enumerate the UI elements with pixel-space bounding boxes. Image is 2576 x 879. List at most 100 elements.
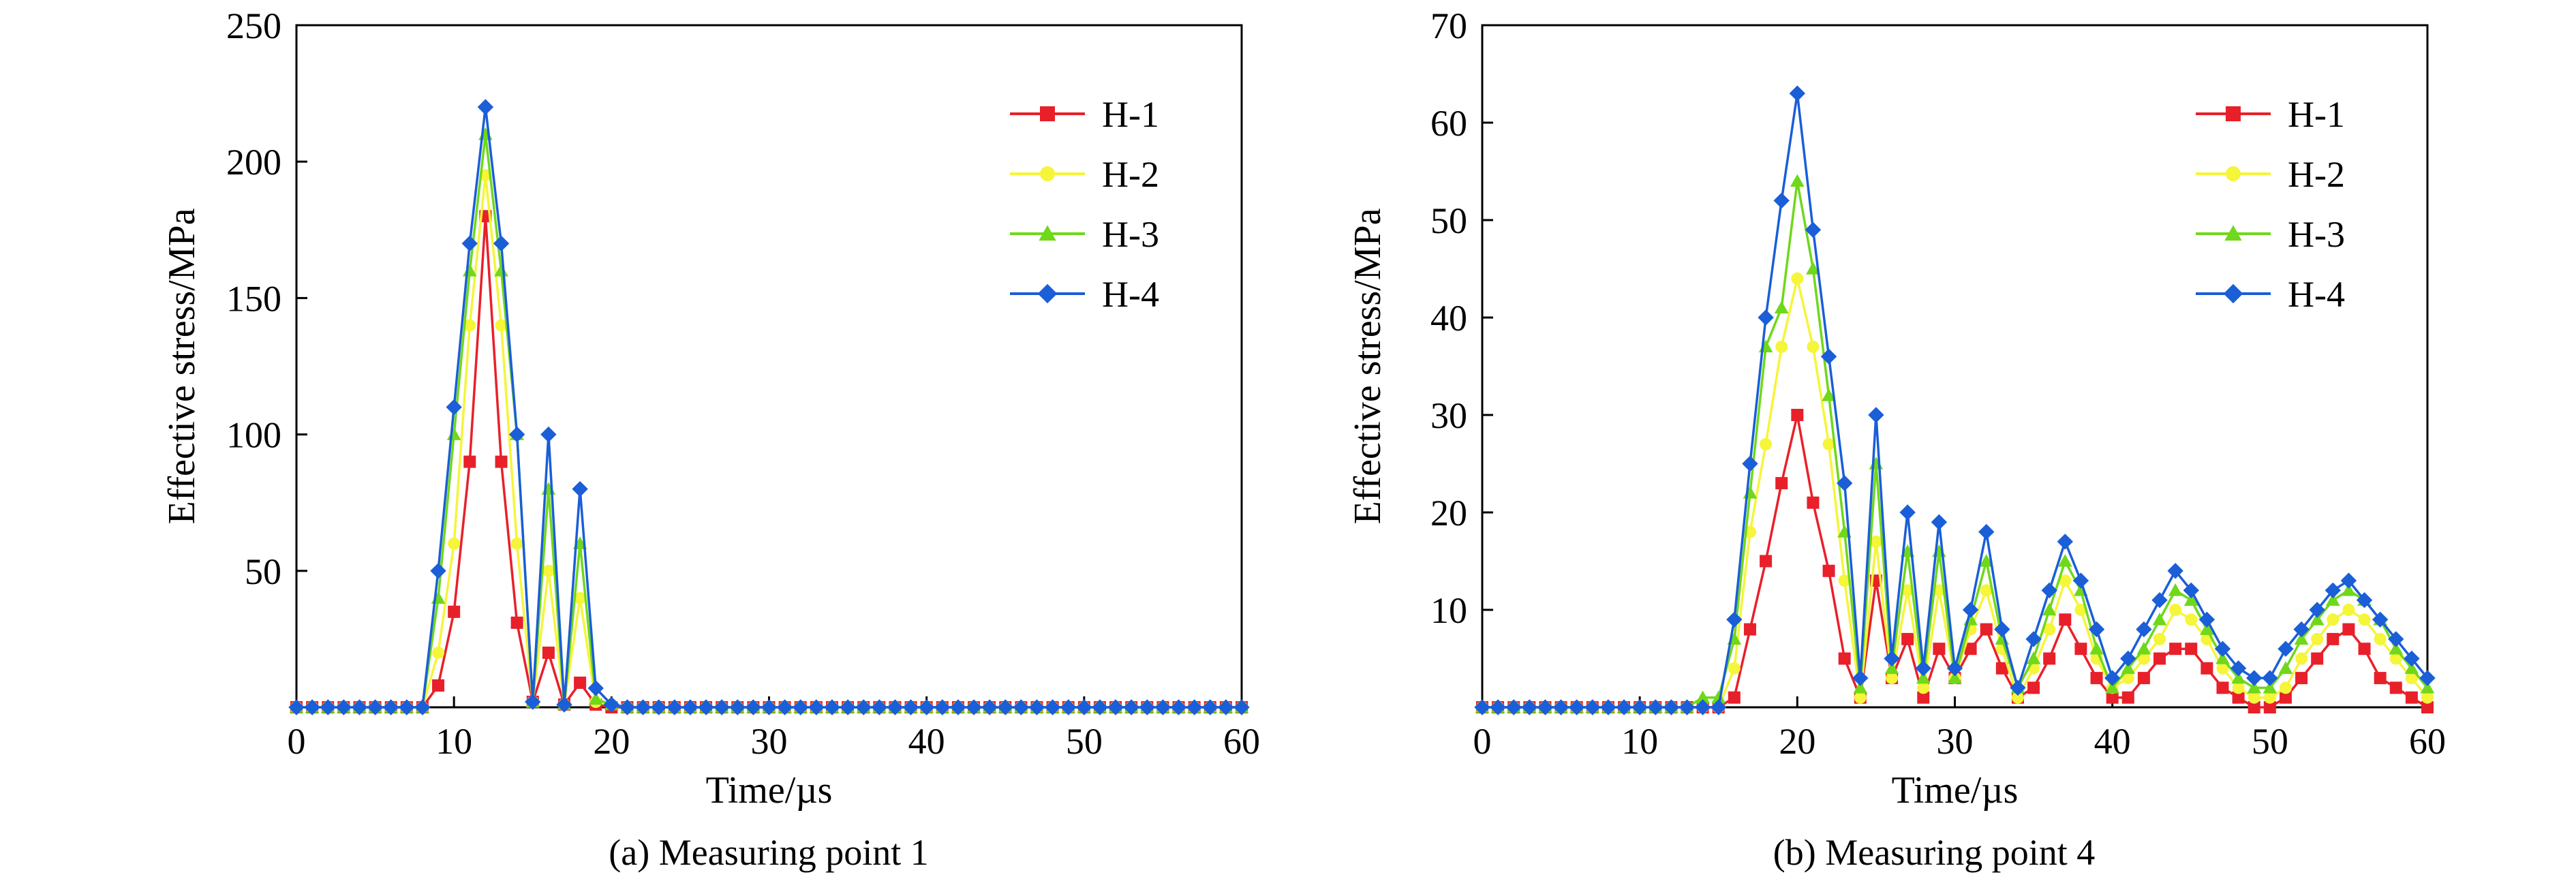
data-point <box>2374 632 2387 645</box>
data-point <box>2311 652 2324 665</box>
data-point <box>2025 631 2042 647</box>
data-point <box>2121 672 2134 685</box>
data-point <box>1663 699 1680 715</box>
data-point <box>1107 699 1124 715</box>
data-point <box>1789 85 1806 102</box>
data-point <box>288 699 305 715</box>
data-point <box>2404 650 2420 667</box>
data-point <box>2295 672 2308 685</box>
data-point <box>2278 641 2294 657</box>
series-line-h-4 <box>296 106 1242 709</box>
legend-label: H-1 <box>2288 94 2345 135</box>
data-point <box>2183 593 2198 606</box>
legend-entry-h-1: H-1 <box>1010 94 1159 135</box>
data-point <box>2358 613 2371 626</box>
legend-label: H-1 <box>1102 94 1159 135</box>
data-point <box>2104 670 2121 686</box>
x-tick-label: 20 <box>593 721 630 762</box>
data-point <box>2057 534 2074 550</box>
data-point <box>2041 582 2057 599</box>
data-point <box>1186 699 1203 715</box>
data-point <box>2011 691 2024 704</box>
data-point <box>1028 699 1045 715</box>
data-point <box>2231 670 2245 684</box>
data-point <box>1869 457 1884 469</box>
data-point <box>1616 699 1632 715</box>
data-point <box>1760 555 1773 568</box>
data-point <box>2137 652 2150 665</box>
caption-measuring-point-4: (b) Measuring point 4 <box>1773 832 2096 873</box>
chart-measuring-point-4: 0 10 20 30 40 50 60 10 20 30 40 50 60 70 Time/µs Effect… <box>1347 5 2446 812</box>
data-point <box>574 676 587 689</box>
data-point <box>430 563 446 579</box>
data-point <box>493 235 510 252</box>
data-point <box>335 699 352 715</box>
data-point <box>1822 388 1836 401</box>
data-point <box>2327 632 2340 645</box>
x-tick-label: 30 <box>1937 721 1974 762</box>
y-tick-label: 70 <box>1430 5 1467 46</box>
data-point <box>1805 221 1822 238</box>
y-tick-label: 50 <box>245 551 281 592</box>
y-tick-label: 100 <box>226 415 281 456</box>
data-point <box>2421 701 2434 713</box>
data-point <box>432 679 445 692</box>
data-point <box>1838 652 1851 665</box>
x-tick-label: 60 <box>1223 721 1260 762</box>
y-axis-label: Effective stress/MPa <box>1347 208 1389 524</box>
data-point <box>1505 699 1522 715</box>
data-point <box>556 696 572 713</box>
data-point <box>1869 535 1882 548</box>
data-point <box>887 699 904 715</box>
data-point <box>1884 650 1900 667</box>
legend-marker <box>1039 225 1056 241</box>
data-point <box>1791 272 1804 285</box>
data-point <box>2247 681 2262 694</box>
data-point <box>2074 643 2087 656</box>
data-point <box>2201 662 2213 675</box>
data-point <box>2169 604 2182 616</box>
data-point <box>793 699 809 715</box>
data-point <box>2263 681 2278 694</box>
data-point <box>2106 691 2119 704</box>
series-line-h-1 <box>296 215 1242 709</box>
data-point <box>542 564 555 577</box>
data-point <box>1901 584 1914 597</box>
data-point <box>1076 699 1092 715</box>
data-point <box>2374 672 2387 685</box>
data-point <box>2340 572 2357 589</box>
x-axis-label: Time/µs <box>1892 769 2019 812</box>
data-point <box>871 699 888 715</box>
data-point <box>367 699 384 715</box>
data-point <box>2043 652 2056 665</box>
data-point <box>619 699 636 715</box>
data-point <box>902 699 919 715</box>
data-point <box>2388 631 2404 647</box>
data-point <box>1853 681 1868 694</box>
data-point <box>2057 554 2072 567</box>
data-point <box>2405 672 2418 685</box>
data-point <box>1916 670 1931 684</box>
legend-entry-h-3: H-3 <box>1010 214 1159 255</box>
data-point <box>2230 660 2247 677</box>
data-point <box>1218 699 1234 715</box>
legend-marker <box>1040 106 1055 121</box>
data-point <box>1728 662 1741 675</box>
x-tick-label: 10 <box>435 721 472 762</box>
data-point <box>2309 602 2325 618</box>
chart-measuring-point-1: 0 10 20 30 40 50 60 50 100 150 200 250 Time/µs Effect… <box>161 5 1260 812</box>
data-point <box>997 699 1013 715</box>
data-point <box>1743 486 1758 499</box>
plot-frame <box>1481 24 2429 709</box>
data-point <box>2198 611 2215 628</box>
data-point <box>1758 309 1774 326</box>
data-point <box>1790 174 1805 187</box>
data-point <box>1775 477 1788 490</box>
data-point <box>2152 612 2167 626</box>
x-tick-label: 60 <box>2409 721 2446 762</box>
data-point <box>2262 670 2278 686</box>
data-point <box>2342 623 2355 636</box>
data-point <box>2293 621 2310 638</box>
data-point <box>448 537 461 550</box>
data-point <box>1807 496 1820 509</box>
